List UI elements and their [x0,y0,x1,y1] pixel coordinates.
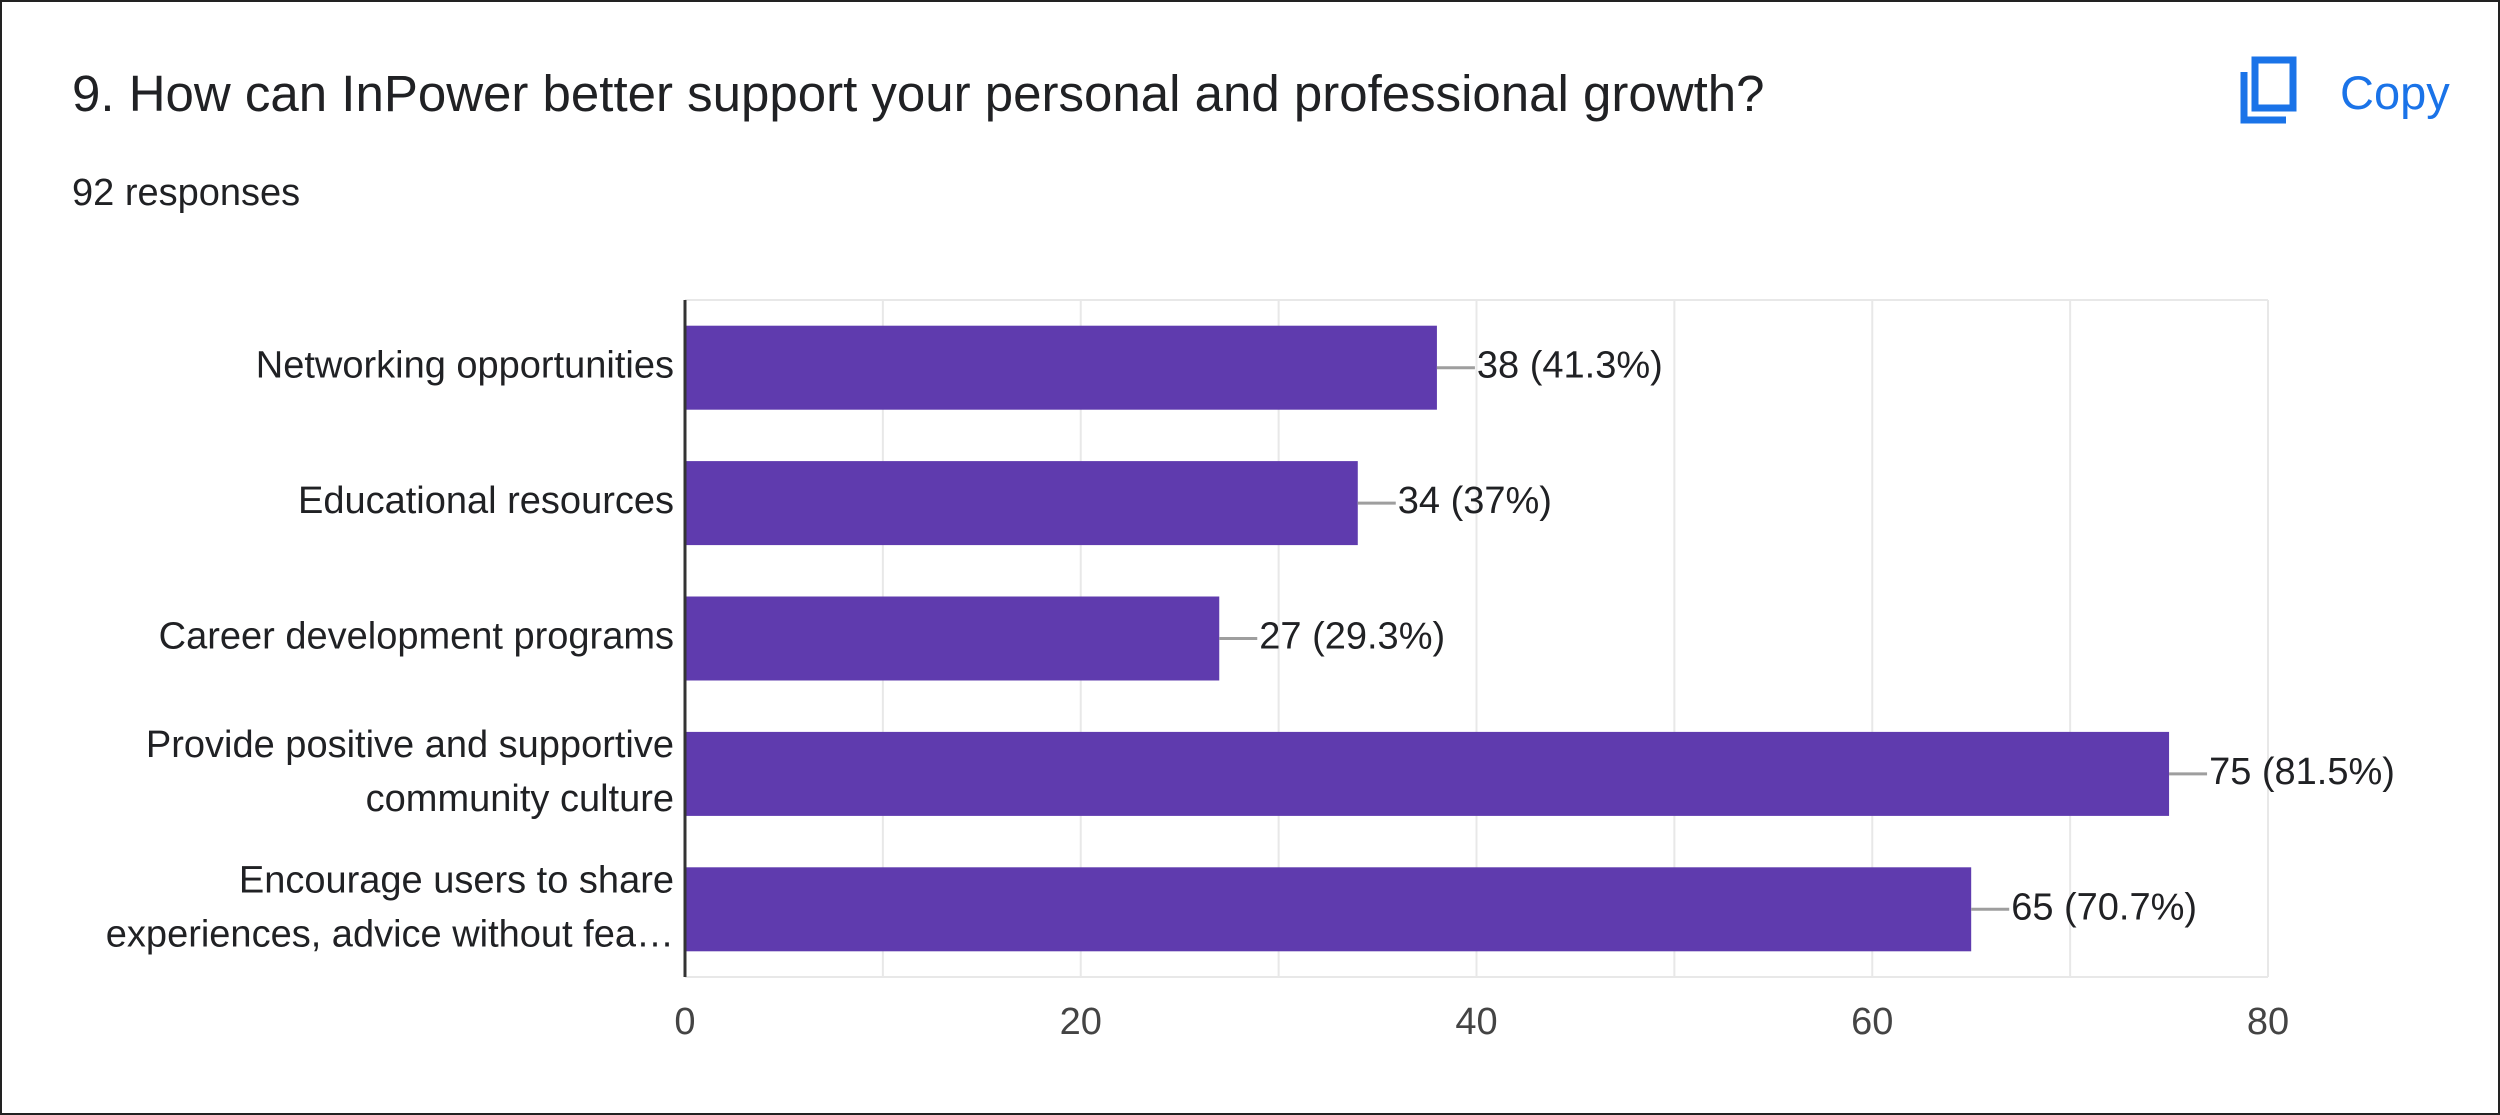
x-tick-label: 40 [1455,1001,1497,1043]
data-label: 34 (37%) [1398,480,1552,522]
x-tick-label: 20 [1060,1001,1102,1043]
copy-button[interactable]: Copy [2234,52,2450,132]
data-label: 38 (41.3%) [1477,345,1663,387]
copy-icon [2234,56,2300,128]
x-tick-label: 60 [1851,1001,1893,1043]
category-label: Networking opportunities [256,345,674,387]
category-label: Career development programs [159,616,674,658]
bar [685,596,1220,681]
category-label: experiences, advice without fea… [106,913,674,955]
x-tick-label: 80 [2247,1001,2289,1043]
bar [685,731,2170,816]
category-label: Educational resources [298,480,674,522]
data-label: 75 (81.5%) [2209,751,2395,793]
category-label: community culture [366,778,674,820]
data-label: 65 (70.7%) [2011,886,2197,928]
bar [685,867,1972,952]
data-label: 27 (29.3%) [1259,616,1445,658]
x-tick-label: 0 [674,1001,695,1043]
copy-label: Copy [2340,65,2450,119]
response-count: 92 responses [72,172,301,214]
question-title: 9. How can InPower better support your p… [72,65,1765,122]
category-label: Provide positive and supportive [146,724,674,766]
category-label: Encourage users to share [239,859,674,901]
bar [685,461,1358,546]
bar [685,325,1437,410]
